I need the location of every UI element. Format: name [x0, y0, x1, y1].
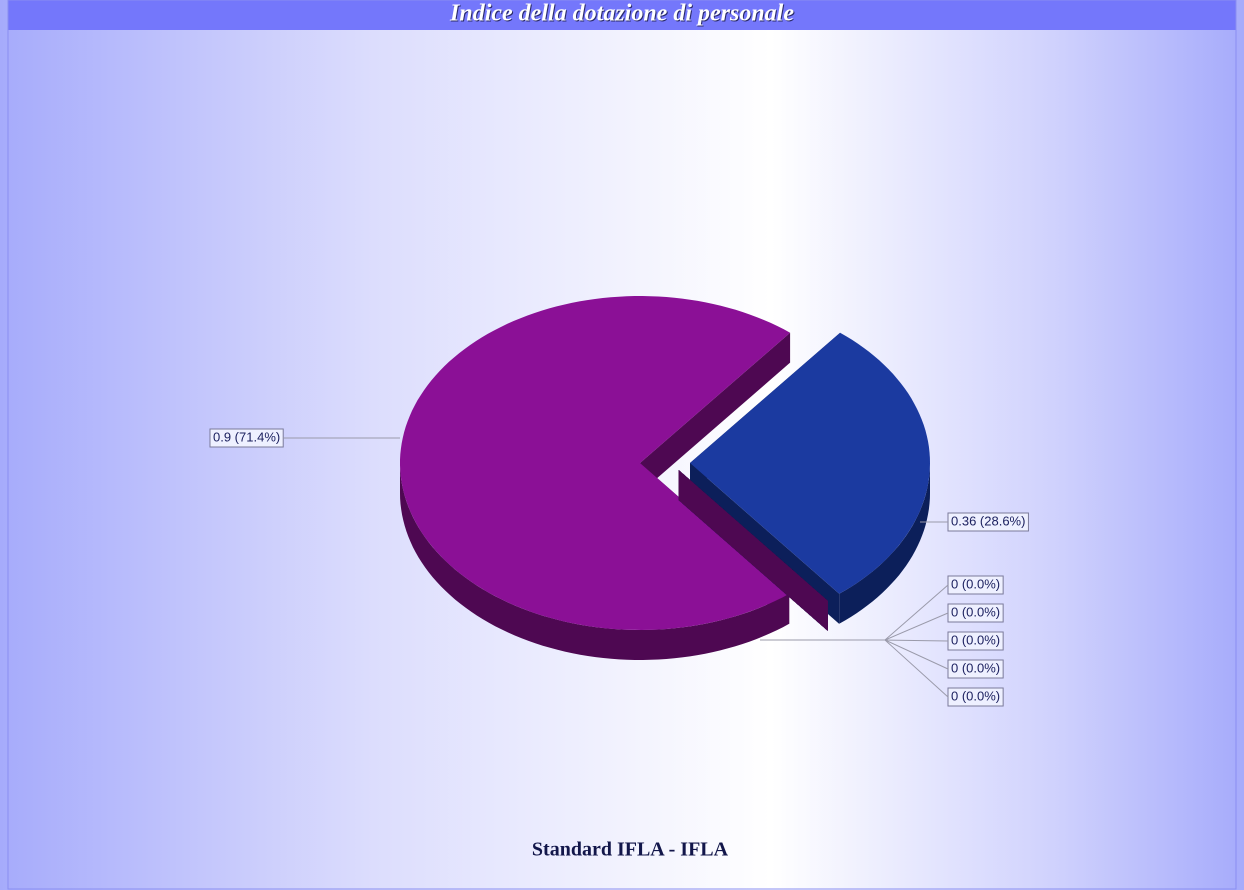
title-shadow: Indice della dotazione di personale: [450, 2, 795, 28]
chart-title: Indice della dotazione di personale: [449, 1, 794, 27]
data-label: 0.36 (28.6%): [951, 513, 1025, 528]
data-label: 0 (0.0%): [951, 632, 1000, 647]
slice: [689, 332, 930, 594]
caption: Standard IFLA - IFLA: [532, 839, 729, 861]
data-label: 0 (0.0%): [951, 660, 1000, 675]
leader-line: [760, 639, 949, 698]
slice-edge: [839, 463, 930, 624]
slice-side: [678, 470, 828, 631]
slice: [678, 470, 828, 601]
slice-side: [640, 332, 791, 493]
slice-edge: [400, 463, 790, 660]
data-label: 0 (0.0%): [951, 688, 1000, 703]
frame: [7, 0, 1237, 890]
data-label: 0 (0.0%): [951, 576, 1000, 591]
title-bar: [8, 0, 1236, 30]
data-label: 0 (0.0%): [951, 604, 1000, 619]
data-label: 0.9 (71.4%): [213, 429, 280, 444]
slice: [400, 296, 791, 630]
